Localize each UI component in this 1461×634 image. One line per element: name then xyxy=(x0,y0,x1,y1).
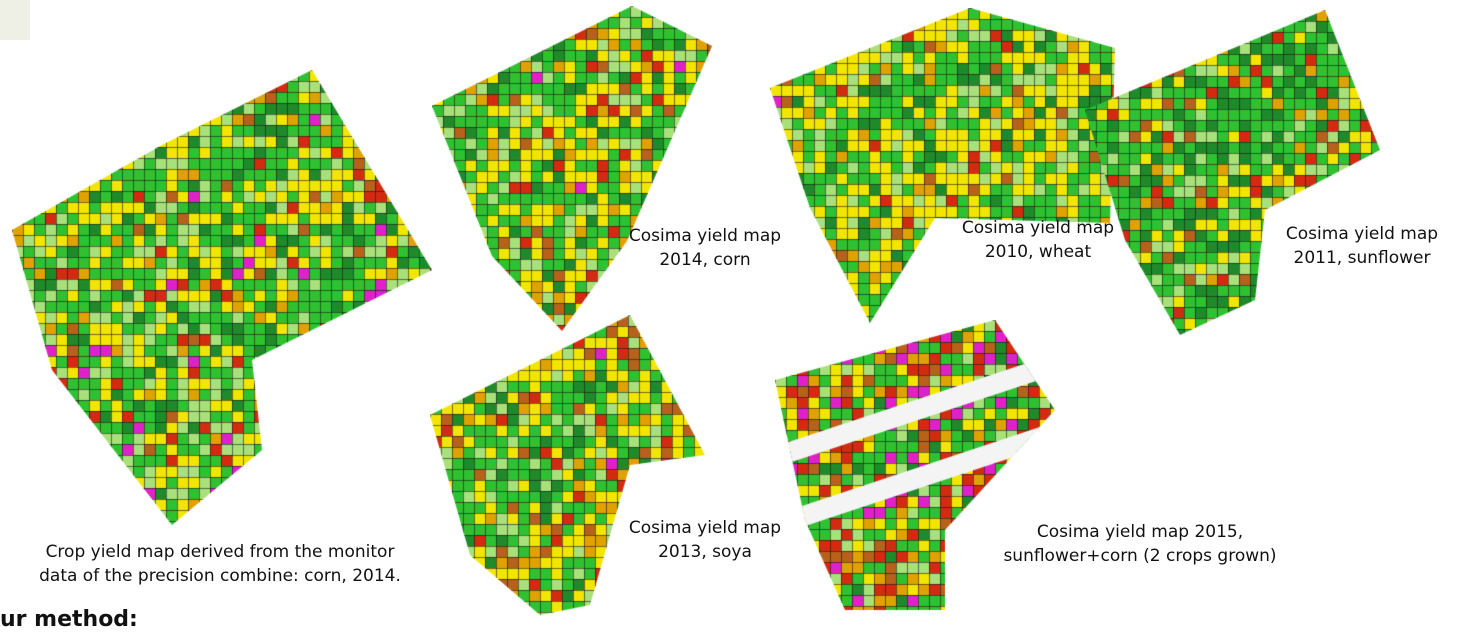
caption-monitor-corn-2014: Crop yield map derived from the monitor … xyxy=(0,540,440,588)
caption-cosima-2010-wheat: Cosima yield map 2010, wheat xyxy=(938,216,1138,264)
caption-line-1: Cosima yield map xyxy=(628,518,782,538)
yield-map-cosima-2010-wheat xyxy=(770,8,1120,323)
caption-cosima-2011-sunflower: Cosima yield map 2011, sunflower xyxy=(1262,222,1461,270)
caption-line-2: 2014, corn xyxy=(659,250,751,270)
corner-tab xyxy=(0,0,30,40)
yield-map-cosima-2013-soya xyxy=(430,315,720,625)
caption-line-2: data of the precision combine: corn, 201… xyxy=(39,566,401,586)
caption-line-1: Cosima yield map xyxy=(1285,224,1439,244)
caption-line-1: Crop yield map derived from the monitor xyxy=(45,542,395,562)
caption-line-2: 2011, sunflower xyxy=(1293,248,1431,268)
caption-cosima-2015-sunflower-corn: Cosima yield map 2015, sunflower+corn (2… xyxy=(960,520,1320,568)
caption-line-2: sunflower+corn (2 crops grown) xyxy=(1003,546,1277,566)
yield-map-monitor-corn-2014 xyxy=(12,70,432,530)
caption-line-1: Cosima yield map xyxy=(628,226,782,246)
section-heading: ur method: xyxy=(0,607,138,632)
caption-cosima-2013-soya: Cosima yield map 2013, soya xyxy=(605,516,805,564)
yield-map-cosima-2011-sunflower xyxy=(1085,10,1385,338)
caption-cosima-2014-corn: Cosima yield map 2014, corn xyxy=(605,224,805,272)
caption-line-1: Cosima yield map 2015, xyxy=(1036,522,1244,542)
caption-line-1: Cosima yield map xyxy=(961,218,1115,238)
yield-map-cosima-2015-sunflower-corn xyxy=(775,320,1065,615)
caption-line-2: 2010, wheat xyxy=(984,242,1092,262)
caption-line-2: 2013, soya xyxy=(658,542,752,562)
yield-map-cosima-2014-corn xyxy=(432,6,772,336)
